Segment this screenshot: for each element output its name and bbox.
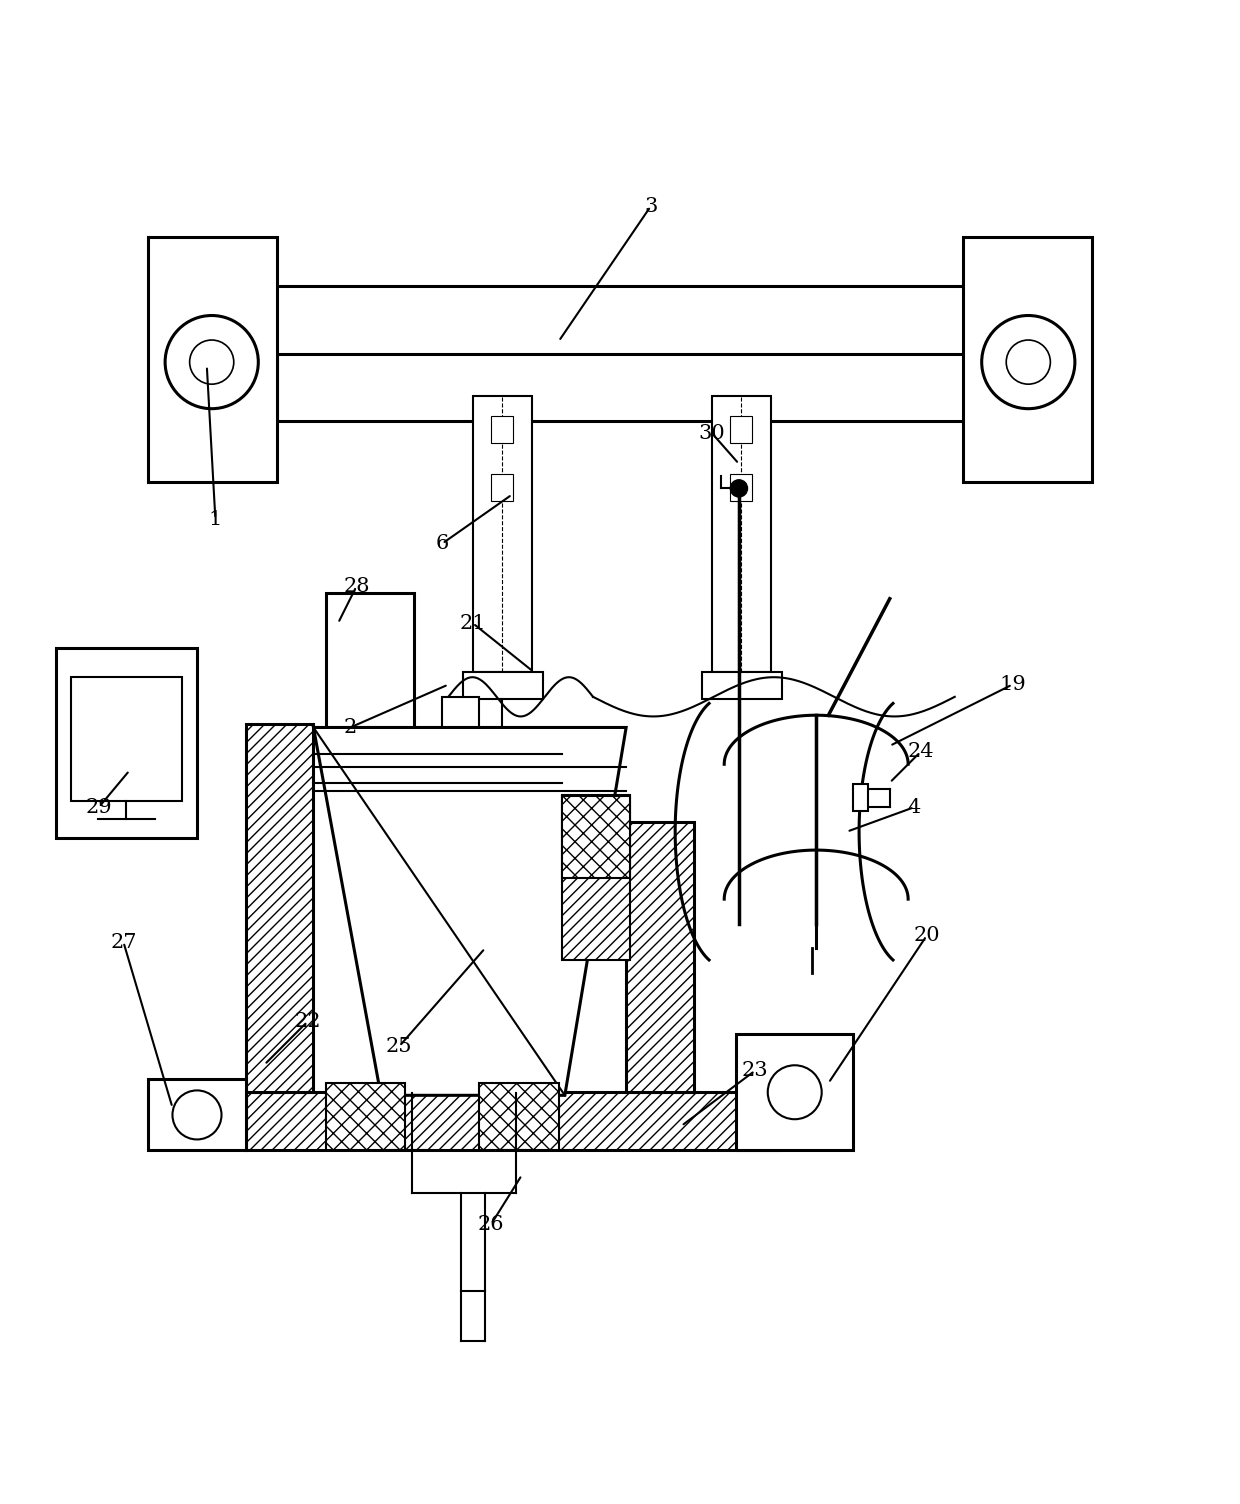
Circle shape — [982, 316, 1075, 409]
Circle shape — [768, 1065, 822, 1119]
Bar — [148, 1080, 246, 1151]
Text: 24: 24 — [908, 743, 934, 761]
Bar — [626, 821, 693, 1092]
Text: 2: 2 — [343, 717, 357, 737]
Bar — [730, 474, 753, 501]
Bar — [563, 796, 630, 878]
Bar — [148, 238, 277, 483]
Bar — [463, 672, 543, 699]
Circle shape — [172, 1090, 222, 1140]
Text: 29: 29 — [86, 797, 112, 817]
Bar — [479, 1083, 559, 1151]
Text: 4: 4 — [908, 797, 921, 817]
Text: 19: 19 — [999, 675, 1025, 693]
Bar — [702, 672, 782, 699]
Polygon shape — [314, 728, 626, 1095]
Bar — [563, 796, 630, 961]
Text: 23: 23 — [742, 1062, 769, 1080]
Bar — [246, 1092, 780, 1151]
Text: 20: 20 — [913, 926, 940, 946]
Bar — [246, 723, 314, 1092]
Bar — [326, 1083, 405, 1151]
Bar — [443, 696, 479, 728]
Bar — [326, 593, 414, 740]
Bar — [277, 353, 1037, 421]
Circle shape — [1006, 340, 1050, 384]
Text: 30: 30 — [698, 424, 725, 442]
Circle shape — [190, 340, 234, 384]
Text: 21: 21 — [460, 614, 486, 633]
Text: 27: 27 — [110, 932, 136, 952]
Text: 22: 22 — [294, 1012, 321, 1032]
Bar — [71, 677, 182, 802]
Bar — [491, 474, 513, 501]
Bar — [853, 784, 868, 811]
Bar — [56, 648, 197, 838]
Bar — [737, 1035, 853, 1151]
Text: 26: 26 — [477, 1215, 505, 1233]
Bar — [472, 397, 532, 672]
Text: 28: 28 — [343, 578, 370, 596]
Circle shape — [165, 316, 258, 409]
Circle shape — [730, 480, 748, 496]
Text: 1: 1 — [208, 510, 222, 528]
Text: 3: 3 — [644, 197, 657, 217]
Bar — [963, 238, 1092, 483]
Text: 25: 25 — [386, 1036, 413, 1056]
Bar — [730, 417, 753, 444]
Bar — [491, 417, 513, 444]
Bar — [712, 397, 771, 672]
Text: 6: 6 — [435, 534, 449, 553]
